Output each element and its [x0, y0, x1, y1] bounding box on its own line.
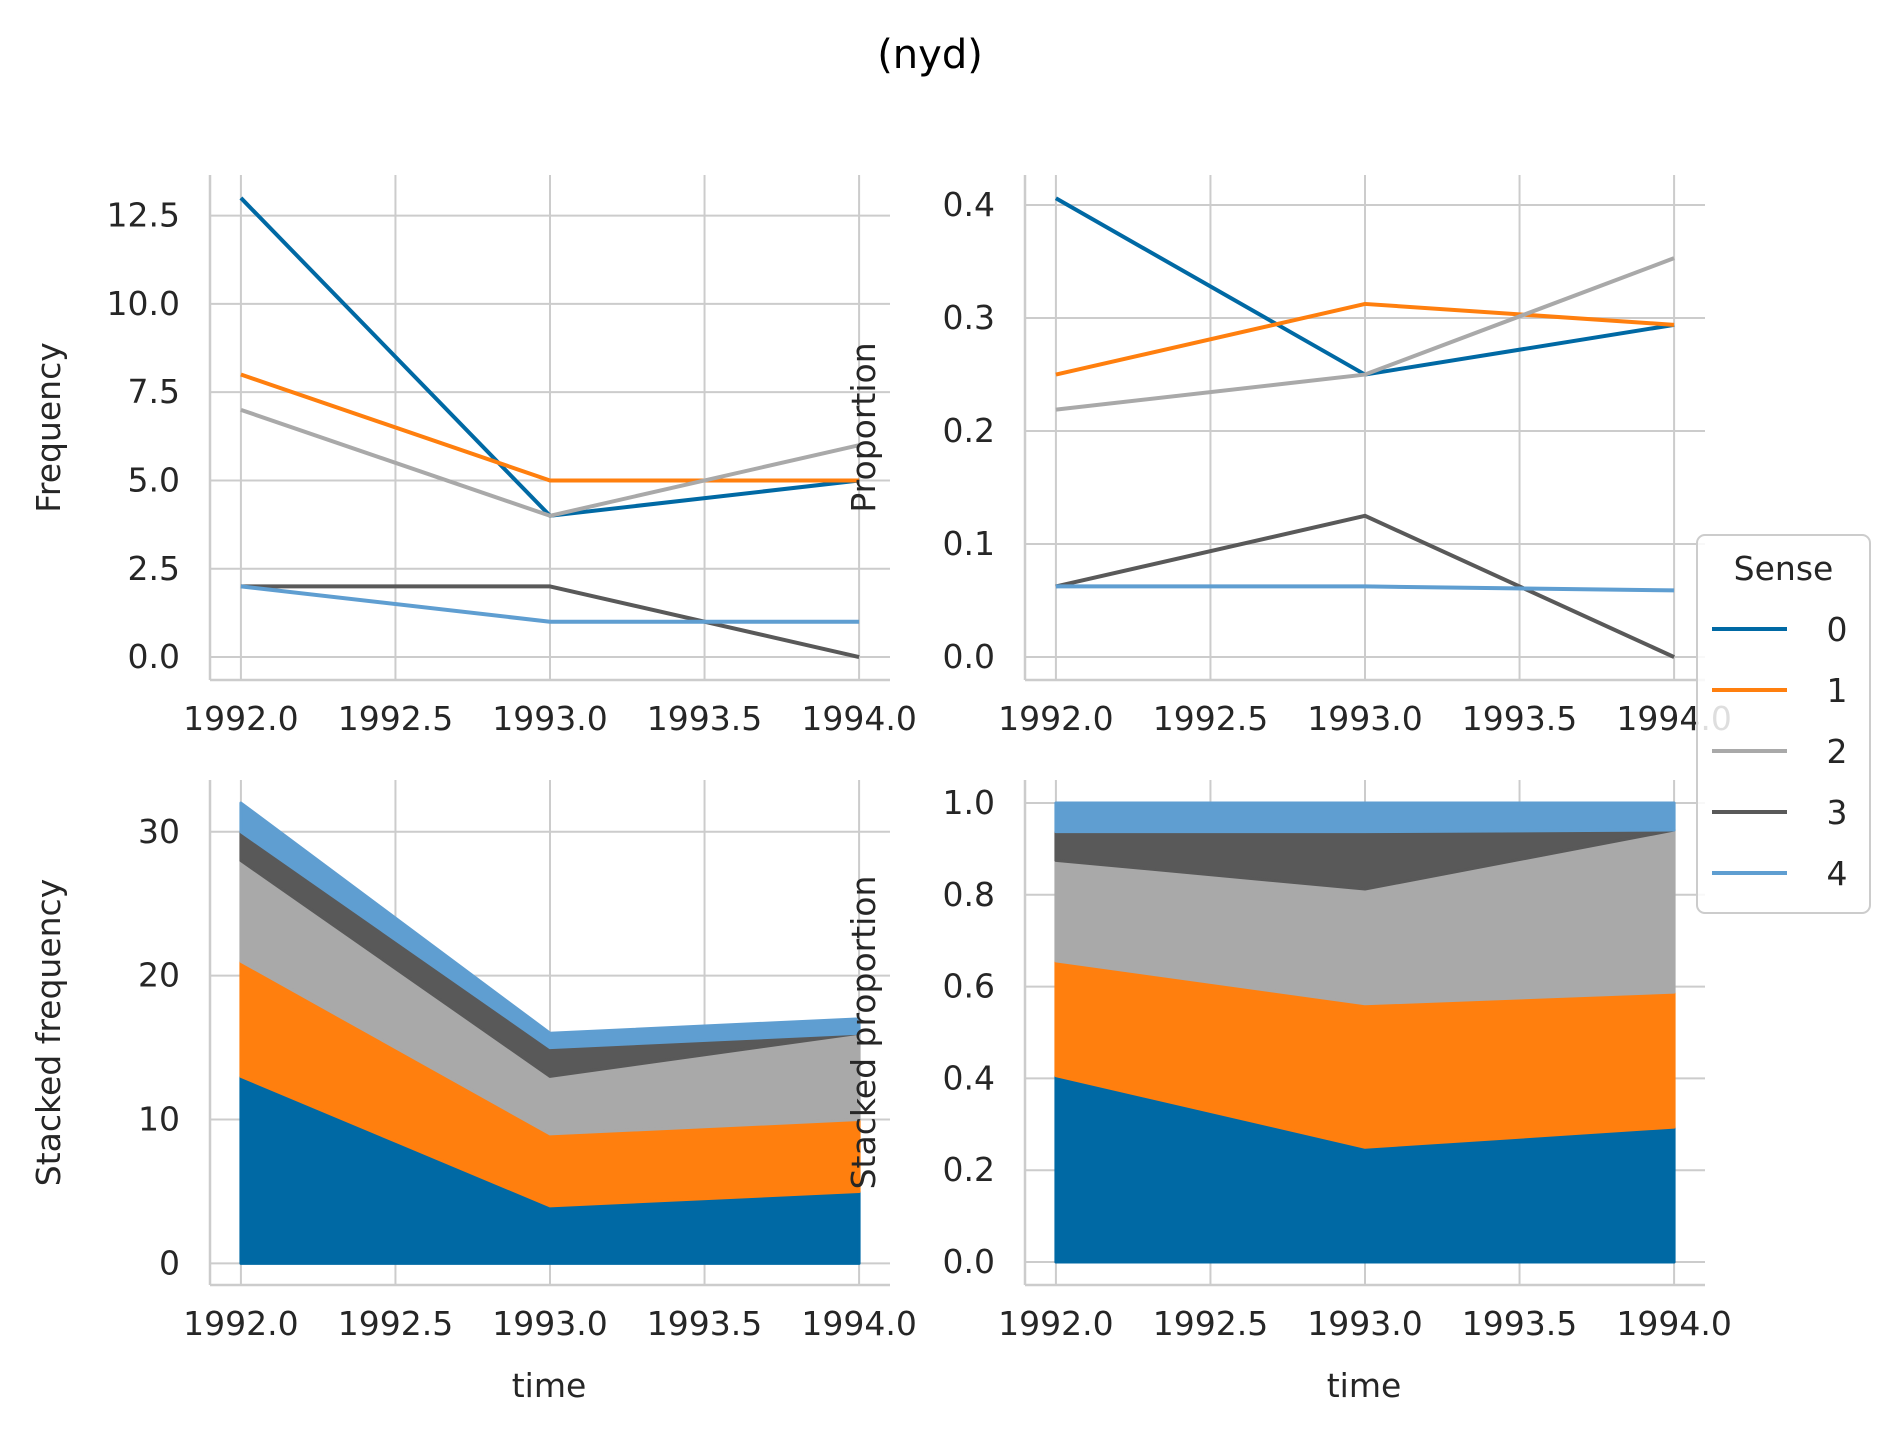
- x-tick-label: 1994.0: [1616, 1304, 1731, 1343]
- x-tick-label: 1993.5: [1462, 1304, 1577, 1343]
- x-tick-label: 1993.0: [492, 1304, 607, 1343]
- y-tick-label: 12.5: [107, 196, 180, 235]
- x-tick-label: 1992.5: [1153, 699, 1268, 738]
- x-tick-label: 1994.0: [801, 1304, 916, 1343]
- y-tick-label: 2.5: [128, 549, 180, 588]
- x-tick-label: 1993.5: [647, 1304, 762, 1343]
- x-tick-label: 1992.5: [1153, 1304, 1268, 1343]
- series-line-3: [1055, 513, 1675, 659]
- y-tick-label: 0.6: [943, 967, 995, 1006]
- y-tick-label: 0.2: [943, 1150, 995, 1189]
- y-tick-label: 7.5: [128, 372, 180, 411]
- y-tick-label: 0: [159, 1243, 180, 1282]
- stacked-area-4: [239, 801, 861, 1050]
- y-tick-label: 0.2: [943, 411, 995, 450]
- series-line-3: [240, 584, 860, 659]
- y-tick-label: 0.4: [943, 185, 995, 224]
- legend-label-3: 3: [1827, 793, 1848, 832]
- subplot-proportion: 1992.0 1992.5 1993.0 1993.5 1994.00.00.10.20…: [844, 175, 1732, 738]
- y-tick-label: 20: [138, 956, 180, 995]
- y-tick-label: 0.0: [128, 637, 180, 676]
- legend-label-2: 2: [1827, 732, 1848, 771]
- y-tick-label: 1.0: [943, 783, 995, 822]
- y-axis-label: Frequency: [29, 342, 68, 512]
- legend: Sense 0 1 2 3 4: [1696, 534, 1871, 914]
- series-line-2: [240, 407, 860, 518]
- y-tick-label: 0.8: [943, 875, 995, 914]
- stacked-area-4: [1054, 801, 1676, 834]
- legend-label-0: 0: [1827, 610, 1848, 649]
- x-tick-label: 1993.5: [647, 699, 762, 738]
- figure-title: (nyd): [877, 32, 983, 78]
- y-tick-label: 0.0: [943, 637, 995, 676]
- y-tick-label: 0.3: [943, 298, 995, 337]
- y-tick-label: 30: [138, 812, 180, 851]
- x-tick-label: 1992.5: [338, 1304, 453, 1343]
- subplots: 1992.0 1992.5 1993.0 1993.5 1994.0 0.0 2.5 5.0 7…: [29, 175, 1732, 1405]
- subplot-frequency: 1992.0 1992.5 1993.0 1993.5 1994.0 0.0 2.5 5.0 7…: [29, 175, 917, 738]
- x-tick-label: 1993.5: [1462, 699, 1577, 738]
- y-axis-label: Stacked proportion: [844, 876, 883, 1190]
- series-line-2: [1055, 256, 1675, 412]
- x-tick-label: 1992.0: [183, 1304, 298, 1343]
- x-tick-label: 1992.0: [183, 699, 298, 738]
- x-tick-label: 1993.0: [492, 699, 607, 738]
- y-tick-label: 10: [138, 1100, 180, 1139]
- x-tick-label: 1992.0: [998, 1304, 1113, 1343]
- y-tick-label: 0.1: [943, 524, 995, 563]
- legend-title: Sense: [1734, 549, 1834, 588]
- series-line-4: [1055, 584, 1675, 593]
- legend-label-4: 4: [1827, 854, 1848, 893]
- series-line-1: [1055, 301, 1675, 377]
- x-tick-label: 1993.0: [1307, 699, 1422, 738]
- x-axis-label: time: [512, 1366, 587, 1405]
- x-axis-label: time: [1327, 1366, 1402, 1405]
- legend-label-1: 1: [1827, 671, 1848, 710]
- y-axis-label: Proportion: [844, 342, 883, 512]
- y-tick-label: 10.0: [107, 284, 180, 323]
- y-tick-label: 0.4: [943, 1058, 995, 1097]
- x-tick-label: 1993.0: [1307, 1304, 1422, 1343]
- x-tick-label: 1992.0: [998, 699, 1113, 738]
- subplot-stacked-frequency: 1992.0 1992.5 1993.0 1993.5 1994.0 0 10 20 30 Sta…: [29, 780, 917, 1405]
- y-tick-label: 0.0: [943, 1242, 995, 1281]
- subplot-stacked-proportion: 1992.0 1992.5 1993.0 1993.5 1994.0 0.0 0.2 0.4 0…: [844, 780, 1732, 1405]
- y-axis-label: Stacked frequency: [29, 879, 68, 1186]
- x-tick-label: 1992.5: [338, 699, 453, 738]
- series-line-1: [240, 372, 860, 483]
- x-tick-label: 1994.0: [801, 699, 916, 738]
- y-tick-label: 5.0: [128, 460, 180, 499]
- series-line-4: [240, 584, 860, 624]
